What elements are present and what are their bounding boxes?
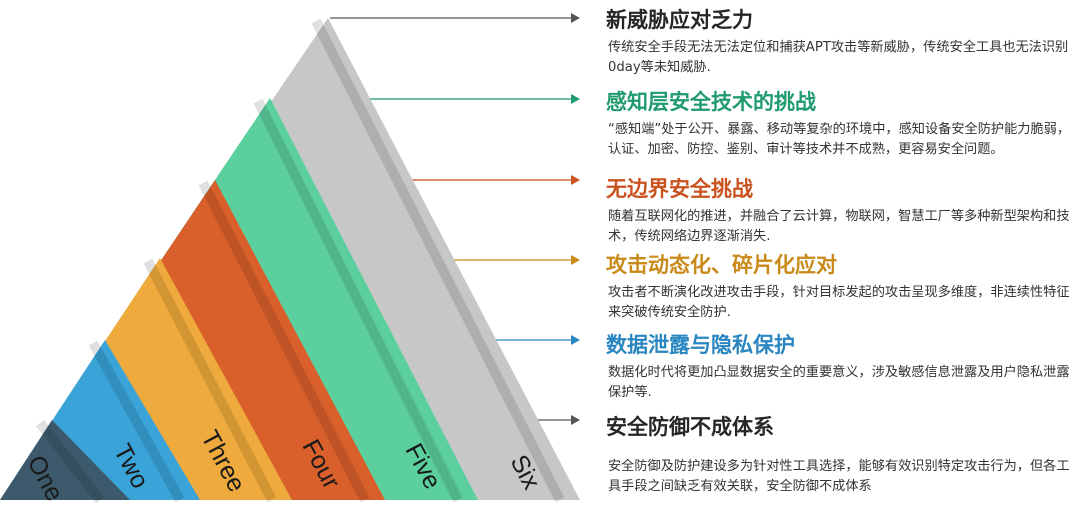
pyramid-layer-edge-5 [253, 98, 463, 503]
pyramid-layer-1 [0, 420, 130, 500]
challenge-title-5: 数据泄露与隐私保护 [606, 333, 795, 357]
challenge-desc-1: 传统安全手段无法无法定位和捕获APT攻击等新威胁，传统安全工具也无法识别0day… [608, 40, 1069, 75]
connector-arrowhead-3 [571, 175, 580, 185]
challenge-item-3: 无边界安全挑战 随着互联网化的推进，并融合了云计算，物联网，智慧工厂等多种新型架… [606, 175, 1072, 247]
challenge-desc-4: 攻击者不断演化改进攻击手段，针对目标发起的攻击呈现多维度，非连续性特征来突破传统… [608, 285, 1070, 320]
connector-arrowhead-4 [571, 255, 580, 265]
connector-arrowhead-1 [571, 13, 580, 23]
connector-arrowhead-6 [571, 415, 580, 425]
connector-arrowhead-2 [571, 94, 580, 104]
pyramid-layer-edge-4 [198, 180, 370, 503]
pyramid-layer-edge-1 [36, 419, 104, 504]
connector-arrowhead-5 [571, 335, 580, 345]
challenge-title-1: 新威胁应对乏力 [606, 8, 753, 32]
challenge-desc-5: 数据化时代将更加凸显数据安全的重要意义，涉及敏感信息泄露及用户隐私泄露保护等. [608, 365, 1070, 400]
challenge-item-6: 安全防御不成体系 安全防御及防护建设多为针对性工具选择，能够有效识别特定攻击行为… [606, 413, 1072, 497]
pyramid-layer-edge-6 [311, 18, 565, 503]
challenge-item-1: 新威胁应对乏力 传统安全手段无法无法定位和捕获APT攻击等新威胁，传统安全工具也… [606, 6, 1072, 78]
watermark: 安全信息 [910, 474, 983, 493]
challenge-item-5: 数据泄露与隐私保护 数据化时代将更加凸显数据安全的重要意义，涉及敏感信息泄露及用… [606, 331, 1072, 403]
challenge-item-4: 攻击动态化、碎片化应对 攻击者不断演化改进攻击手段，针对目标发起的攻击呈现多维度… [606, 251, 1072, 323]
challenge-title-4: 攻击动态化、碎片化应对 [606, 253, 837, 277]
challenge-item-2: 感知层安全技术的挑战 “感知端”处于公开、暴露、移动等复杂的环境中，感知设备安全… [606, 88, 1072, 160]
challenge-title-6: 安全防御不成体系 [606, 415, 774, 439]
challenge-title-3: 无边界安全挑战 [606, 177, 753, 201]
challenge-desc-6: 安全防御及防护建设多为针对性工具选择，能够有效识别特定攻击行为，但各工具手段之间… [608, 459, 1070, 494]
challenge-desc-3: 随着互联网化的推进，并融合了云计算，物联网，智慧工厂等多种新型架构和技术，传统网… [608, 209, 1070, 244]
pyramid-layer-edge-3 [143, 258, 277, 503]
challenge-desc-2: “感知端”处于公开、暴露、移动等复杂的环境中，感知设备安全防护能力脆弱，认证、加… [608, 122, 1071, 157]
pyramid-layer-edge-2 [88, 340, 185, 503]
challenge-title-2: 感知层安全技术的挑战 [606, 90, 816, 114]
